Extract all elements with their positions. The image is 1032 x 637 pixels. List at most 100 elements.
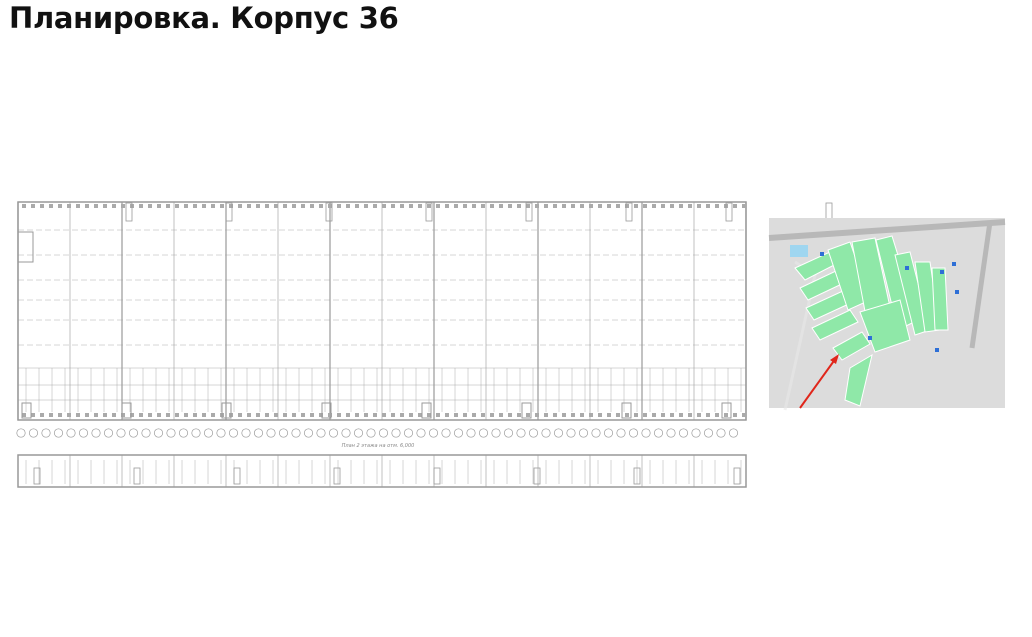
- stair-core: [733, 467, 741, 485]
- wall-block: [742, 204, 746, 208]
- wall-block: [391, 413, 395, 417]
- stair-core: [633, 467, 641, 485]
- wall-block: [499, 413, 503, 417]
- wall-block: [508, 413, 512, 417]
- map-marker: [940, 270, 944, 274]
- wall-block: [58, 204, 62, 208]
- axis-bubble: [316, 428, 326, 438]
- wall-block: [409, 204, 413, 208]
- axis-bubble: [341, 428, 351, 438]
- map-marker: [955, 290, 959, 294]
- wall-block: [589, 204, 593, 208]
- wall-block: [157, 204, 161, 208]
- wall-block: [445, 204, 449, 208]
- wall-block: [166, 413, 170, 417]
- wall-block: [472, 413, 476, 417]
- wall-block: [733, 204, 737, 208]
- axis-bubble: [691, 428, 701, 438]
- wall-block: [337, 413, 341, 417]
- stair-core: [725, 202, 733, 222]
- map-marker: [820, 252, 824, 256]
- wall-block: [274, 204, 278, 208]
- wall-block: [49, 204, 53, 208]
- site-map[interactable]: [768, 218, 1006, 411]
- wall-block: [67, 413, 71, 417]
- wall-block: [400, 413, 404, 417]
- wall-block: [481, 413, 485, 417]
- wall-block: [697, 413, 701, 417]
- building: [844, 353, 873, 407]
- wall-block: [643, 413, 647, 417]
- wall-block: [76, 413, 80, 417]
- axis-bubble: [66, 428, 76, 438]
- building: [811, 309, 859, 341]
- wall-block: [265, 413, 269, 417]
- map-marker: [952, 262, 956, 266]
- axis-bubble: [153, 428, 164, 438]
- wall-block: [463, 413, 467, 417]
- stair-core: [17, 231, 34, 263]
- wall-block: [202, 204, 206, 208]
- wall-block: [490, 204, 494, 208]
- axis-bubble: [53, 428, 64, 438]
- wall-block: [238, 413, 242, 417]
- wall-block: [139, 413, 143, 417]
- wall-block: [175, 413, 179, 417]
- floor-plan[interactable]: [16, 201, 833, 488]
- wall-block: [634, 413, 638, 417]
- stair-core: [325, 202, 333, 222]
- stair-core: [525, 202, 533, 222]
- axis-bubble: [116, 428, 126, 438]
- axis-bubble: [466, 428, 476, 438]
- axis-bubble: [391, 428, 401, 438]
- wall-block: [40, 204, 44, 208]
- wall-block: [274, 413, 278, 417]
- wall-block: [382, 413, 386, 417]
- wall-block: [706, 413, 710, 417]
- wall-block: [607, 413, 611, 417]
- wall-block: [211, 204, 215, 208]
- wall-block: [364, 204, 368, 208]
- wall-block: [634, 204, 638, 208]
- wall-block: [607, 204, 611, 208]
- axis-bubble: [203, 428, 214, 438]
- wall-block: [202, 413, 206, 417]
- axis-bubble: [328, 428, 339, 438]
- wall-block: [553, 413, 557, 417]
- axis-bubble: [141, 428, 151, 438]
- axis-bubble: [728, 428, 739, 438]
- wall-block: [571, 204, 575, 208]
- building: [832, 331, 871, 361]
- wall-block: [715, 204, 719, 208]
- axis-bubble: [28, 428, 39, 438]
- wall-block: [148, 204, 152, 208]
- wall-block: [508, 204, 512, 208]
- wall-block: [472, 204, 476, 208]
- wall-block: [346, 204, 350, 208]
- wall-block: [715, 413, 719, 417]
- axis-bubble: [266, 428, 276, 438]
- wall-block: [526, 204, 530, 208]
- axis-bubble: [178, 428, 189, 438]
- wall-block: [157, 413, 161, 417]
- wall-block: [310, 204, 314, 208]
- wall-block: [220, 204, 224, 208]
- stair-core: [321, 402, 332, 419]
- axis-bubble: [516, 428, 526, 438]
- wall-block: [355, 204, 359, 208]
- wall-block: [193, 204, 197, 208]
- wall-block: [85, 413, 89, 417]
- axis-bubble: [416, 428, 426, 438]
- wall-block: [661, 204, 665, 208]
- axis-bubble: [566, 428, 576, 438]
- wall-block: [391, 204, 395, 208]
- axis-bubble: [128, 428, 139, 438]
- wall-block: [427, 413, 431, 417]
- axis-bubble: [428, 428, 439, 438]
- axis-bubble: [441, 428, 451, 438]
- wall-block: [355, 413, 359, 417]
- wall-block: [526, 413, 530, 417]
- stair-core: [533, 467, 541, 485]
